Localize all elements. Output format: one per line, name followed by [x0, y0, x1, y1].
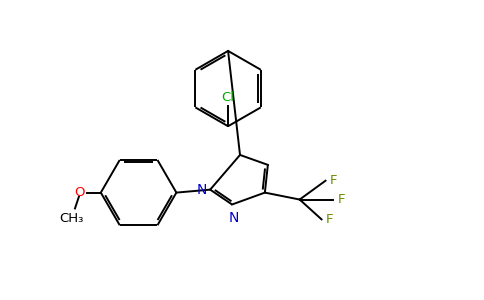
Text: N: N — [197, 183, 207, 196]
Text: F: F — [337, 193, 345, 206]
Text: CH₃: CH₃ — [59, 212, 83, 225]
Text: Cl: Cl — [222, 92, 235, 104]
Text: O: O — [75, 186, 85, 199]
Text: N: N — [229, 212, 239, 225]
Text: F: F — [330, 174, 337, 187]
Text: F: F — [326, 213, 333, 226]
